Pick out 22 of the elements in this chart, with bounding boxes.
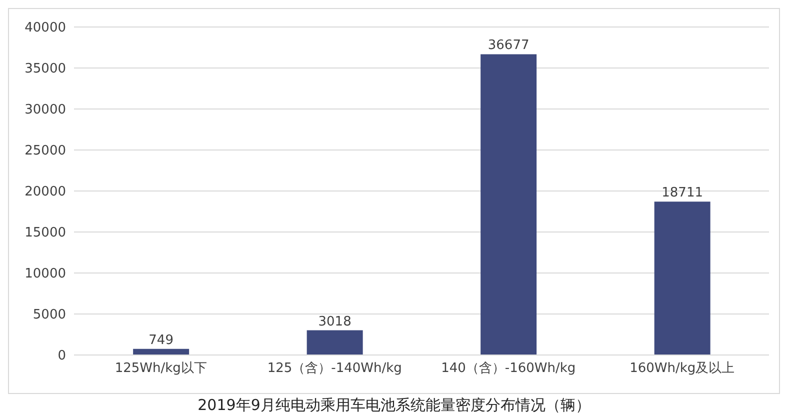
x-tick-label: 140（含）-160Wh/kg xyxy=(441,361,576,376)
y-tick-label: 35000 xyxy=(24,62,66,77)
y-tick-label: 15000 xyxy=(24,226,66,241)
y-tick-label: 20000 xyxy=(24,184,66,200)
data-label: 18711 xyxy=(662,186,704,201)
bar xyxy=(480,54,537,355)
text: 2019年9月纯电动乘用车电池系统能量密度分布情况（辆） xyxy=(196,396,592,415)
data-label: 749 xyxy=(148,332,174,348)
y-tick-label: 5000 xyxy=(32,308,66,323)
bar xyxy=(306,330,363,355)
data-label: 36677 xyxy=(488,38,530,54)
y-tick-label: 40000 xyxy=(24,20,66,36)
y-tick-label: 10000 xyxy=(24,266,66,282)
x-tick-label: 125（含）-140Wh/kg xyxy=(267,361,402,376)
y-tick-label: 0 xyxy=(58,348,66,364)
data-label: 3018 xyxy=(318,314,352,330)
x-tick-label: 160Wh/kg及以上 xyxy=(630,361,735,376)
y-tick-label: 30000 xyxy=(24,102,66,118)
bar xyxy=(654,202,710,355)
x-tick-label: 125Wh/kg以下 xyxy=(114,361,207,376)
bar xyxy=(133,348,190,355)
y-tick-label: 25000 xyxy=(24,144,66,159)
